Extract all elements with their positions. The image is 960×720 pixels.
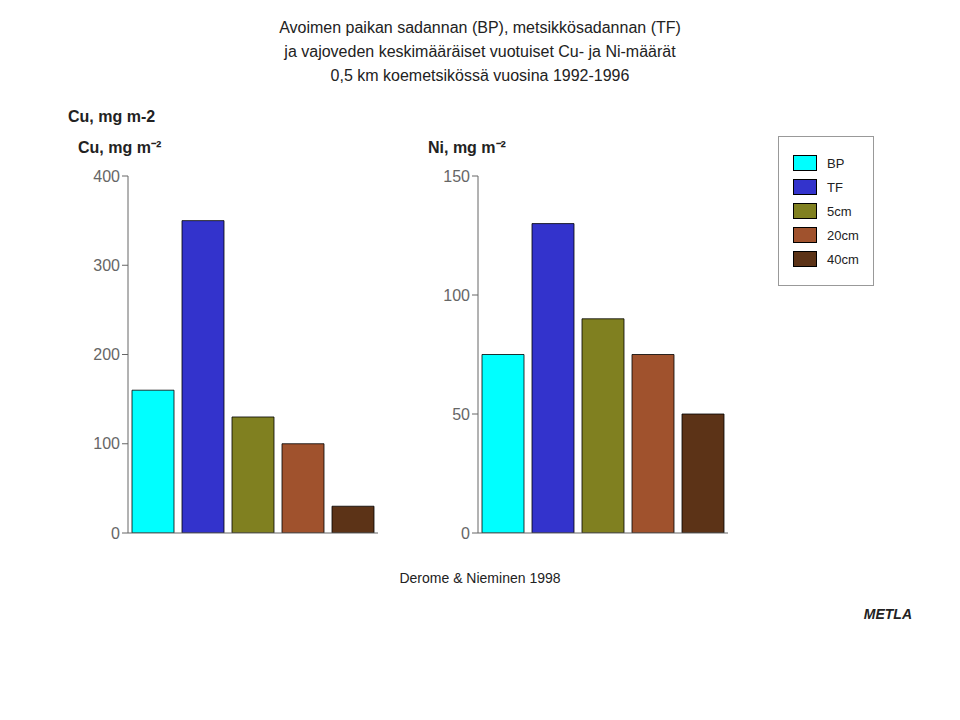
html-text:0,5 km koemetsikössä vuosina 1: 0,5 km koemetsikössä vuosina 1992-1996: [330, 67, 630, 84]
svg-text:50: 50: [452, 406, 470, 423]
svg-text:100: 100: [93, 435, 120, 452]
svg-text:100: 100: [443, 287, 470, 304]
svg-text:400: 400: [93, 168, 120, 185]
html-text:5cm: 5cm: [827, 203, 852, 219]
svg-text:150: 150: [443, 168, 470, 185]
html-text:Cu, mg m-2: Cu, mg m-2: [68, 108, 156, 125]
svg-text:0: 0: [461, 525, 470, 542]
svg-text:200: 200: [93, 346, 120, 363]
html-text:METLA: METLA: [863, 606, 912, 622]
html-text:Ni, mg m⁻²: Ni, mg m⁻²: [428, 139, 506, 156]
html-text:Cu, mg m⁻²: Cu, mg m⁻²: [78, 139, 162, 156]
html-text:20cm: 20cm: [827, 227, 859, 243]
svg-text:0: 0: [111, 525, 120, 542]
html-text:TF: TF: [827, 179, 843, 195]
html-text:BP: BP: [827, 155, 845, 171]
svg-text:300: 300: [93, 257, 120, 274]
html-text:40cm: 40cm: [827, 251, 859, 267]
html-text:ja vajoveden keskimääräiset vu: ja vajoveden keskimääräiset vuotuiset Cu…: [284, 43, 676, 60]
html-text:Avoimen paikan sadannan (BP),: Avoimen paikan sadannan (BP), metsikkösa…: [279, 19, 681, 36]
html-text:Derome & Nieminen 1998: Derome & Nieminen 1998: [399, 570, 561, 586]
